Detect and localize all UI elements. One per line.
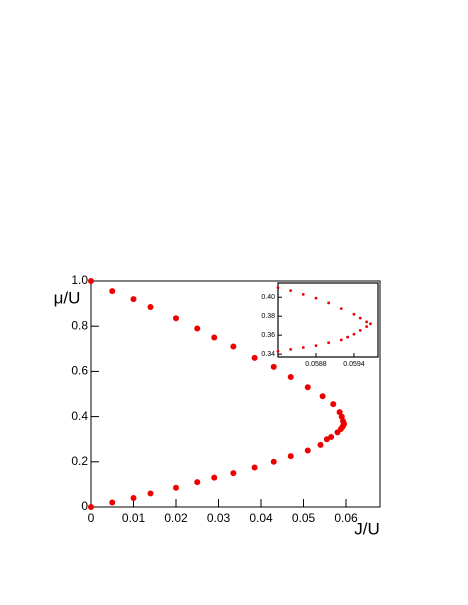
x-tick-label: 0.04: [249, 511, 273, 525]
y-axis-label: μ/U: [54, 288, 81, 307]
data-point: [147, 303, 154, 310]
x-tick-label: 0.0588: [305, 361, 327, 368]
data-point: [194, 325, 201, 332]
data-point: [109, 288, 116, 295]
data-point: [130, 296, 137, 303]
data-point: [251, 464, 258, 471]
data-point: [251, 354, 258, 361]
x-axis-label: J/U: [354, 519, 380, 538]
data-point: [338, 413, 345, 420]
data-point: [301, 346, 305, 349]
data-point: [270, 363, 277, 370]
data-point: [314, 296, 318, 300]
data-point: [334, 429, 341, 436]
data-point: [270, 458, 277, 465]
data-point: [147, 490, 154, 497]
data-point: [130, 494, 137, 501]
y-tick-label: 0.2: [71, 454, 88, 468]
x-tick-label: 0: [88, 511, 95, 525]
data-point: [358, 316, 362, 320]
y-tick-label: 0.38: [261, 313, 275, 320]
data-point: [276, 286, 280, 290]
data-point: [304, 384, 311, 391]
data-point: [287, 374, 294, 381]
data-point: [88, 278, 94, 284]
data-point: [358, 329, 362, 332]
x-tick-label: 0.05: [292, 511, 316, 525]
data-point: [319, 393, 326, 400]
y-tick-label: 0.40: [261, 294, 275, 301]
plot-frame: [277, 282, 379, 358]
data-point: [352, 312, 356, 316]
data-point: [327, 341, 331, 345]
data-point: [230, 343, 237, 350]
data-point: [301, 292, 305, 296]
data-point: [173, 484, 179, 491]
data-point: [317, 441, 324, 448]
x-tick-label: 0.0594: [343, 361, 365, 368]
x-tick-label: 0.02: [164, 511, 188, 525]
data-point: [287, 453, 294, 460]
x-tick-label: 0.03: [207, 511, 231, 525]
y-tick-label: 0.36: [261, 332, 275, 339]
y-tick-label: 0: [81, 499, 88, 513]
y-tick-label: 1.0: [71, 273, 88, 287]
data-point: [323, 436, 330, 443]
data-point: [369, 322, 372, 326]
data-point: [346, 335, 350, 339]
data-point: [173, 315, 179, 322]
data-point: [276, 349, 280, 353]
data-point: [339, 338, 343, 342]
data-point: [352, 332, 356, 336]
data-point: [289, 348, 293, 351]
data-point: [109, 499, 116, 506]
x-tick-label: 0.06: [334, 511, 358, 525]
x-tick-label: 0.01: [122, 511, 146, 525]
y-tick-label: 0.8: [71, 318, 88, 332]
y-tick-label: 0.34: [261, 351, 275, 358]
data-point: [314, 344, 318, 348]
plot-frame: [90, 280, 381, 508]
y-tick-label: 0.6: [71, 364, 88, 378]
data-point: [330, 401, 337, 408]
data-point: [88, 504, 94, 510]
data-point: [339, 307, 343, 311]
data-point: [194, 479, 201, 486]
data-point: [365, 320, 369, 324]
data-point: [327, 301, 331, 305]
data-point: [230, 470, 237, 477]
data-point: [289, 289, 293, 292]
data-point: [211, 334, 218, 341]
y-tick-label: 0.4: [71, 409, 88, 423]
data-point: [365, 325, 369, 329]
data-point: [304, 447, 311, 454]
data-point: [211, 474, 218, 481]
data-point: [336, 409, 343, 416]
